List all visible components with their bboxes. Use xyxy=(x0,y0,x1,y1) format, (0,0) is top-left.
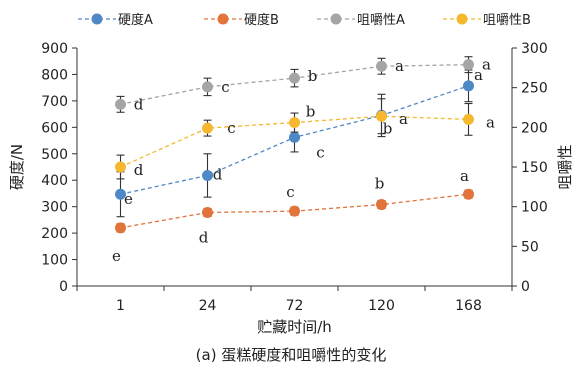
y-right-tick-label: 100 xyxy=(521,200,548,216)
significance-label: a xyxy=(395,57,404,75)
axes-group: 0 100 200 300 400 500 600 700 800 900 0 50 100 150 200… xyxy=(41,41,547,314)
data-point xyxy=(463,59,474,71)
significance-label: d xyxy=(134,95,144,113)
series-4 xyxy=(115,98,474,180)
legend-label: 咀嚼性B xyxy=(483,13,531,28)
chart-caption: (a) 蛋糕硬度和咀嚼性的变化 xyxy=(196,346,387,364)
legend-item-4: 咀嚼性B xyxy=(443,13,531,28)
significance-label: b xyxy=(383,119,393,137)
significance-label: b xyxy=(375,175,385,193)
x-tick-label: 168 xyxy=(455,298,482,314)
y-axis-right-title: 咀嚼性 xyxy=(556,144,574,189)
data-point xyxy=(202,169,213,181)
legend-item-1: 硬度A xyxy=(78,12,153,28)
data-point xyxy=(463,188,474,200)
y-right-tick-label: 300 xyxy=(521,41,548,57)
data-point xyxy=(202,206,213,218)
y-right-tick-label: 150 xyxy=(521,160,548,176)
legend-marker xyxy=(456,13,468,25)
y-left-tick-label: 400 xyxy=(41,173,68,189)
legend-marker xyxy=(91,13,103,25)
y-right-tick-label: 200 xyxy=(521,120,548,136)
y-right-tick-label: 50 xyxy=(521,239,539,255)
legend-label: 硬度A xyxy=(118,12,153,28)
significance-label: a xyxy=(474,66,483,84)
significance-label: e xyxy=(112,247,121,265)
y-right-tick-label: 0 xyxy=(521,279,530,295)
data-point xyxy=(376,199,387,211)
series-1 xyxy=(115,69,474,218)
y-left-tick-label: 700 xyxy=(41,94,68,110)
data-point xyxy=(115,222,126,234)
significance-label: c xyxy=(227,119,235,137)
y-left-tick-label: 600 xyxy=(41,120,68,136)
significance-label: d xyxy=(199,228,209,246)
significance-label: b xyxy=(306,103,316,121)
data-point xyxy=(115,161,126,173)
y-axis-left-title: 硬度/N xyxy=(8,144,26,190)
data-point xyxy=(376,110,387,122)
y-left-tick-label: 200 xyxy=(41,226,68,242)
y-left-tick-label: 900 xyxy=(41,41,68,57)
legend-label: 硬度B xyxy=(244,12,279,28)
significance-label: d xyxy=(134,161,144,179)
data-point xyxy=(115,188,126,200)
x-tick-label: 1 xyxy=(116,298,125,314)
data-point xyxy=(289,131,300,143)
legend-marker xyxy=(330,13,342,25)
legend-marker xyxy=(217,13,229,25)
significance-label: c xyxy=(221,78,229,96)
significance-label: c xyxy=(316,143,324,161)
x-tick-label: 72 xyxy=(286,298,304,314)
series-3 xyxy=(115,56,474,113)
data-point xyxy=(463,113,474,125)
y-left-tick-label: 500 xyxy=(41,147,68,163)
y-right-tick-label: 250 xyxy=(521,81,548,97)
significance-label: d xyxy=(213,165,223,183)
significance-label: a xyxy=(399,110,408,128)
data-point xyxy=(463,80,474,92)
data-point xyxy=(202,122,213,134)
y-left-tick-label: 0 xyxy=(59,279,68,295)
legend-label: 咀嚼性A xyxy=(357,13,405,28)
data-point xyxy=(376,60,387,72)
legend: 硬度A 硬度B 咀嚼性A 咀嚼性B xyxy=(78,12,531,28)
legend-item-3: 咀嚼性A xyxy=(317,13,405,28)
data-point xyxy=(289,117,300,129)
legend-item-2: 硬度B xyxy=(204,12,279,28)
significance-label: b xyxy=(308,67,318,85)
data-point xyxy=(289,72,300,84)
data-point xyxy=(202,81,213,93)
x-tick-label: 120 xyxy=(368,298,395,314)
significance-label: e xyxy=(124,190,133,208)
data-point xyxy=(115,98,126,110)
y-left-tick-label: 800 xyxy=(41,67,68,83)
x-tick-label: 24 xyxy=(199,298,217,314)
significance-label: a xyxy=(482,56,491,74)
significance-label: c xyxy=(286,183,294,201)
x-axis-title: 贮藏时间/h xyxy=(257,318,332,336)
significance-label: a xyxy=(460,167,469,185)
y-left-tick-label: 300 xyxy=(41,200,68,216)
series-group xyxy=(115,56,474,234)
series-2 xyxy=(115,188,474,234)
y-left-tick-label: 100 xyxy=(41,253,68,269)
significance-label: a xyxy=(486,113,495,131)
data-point xyxy=(289,205,300,217)
